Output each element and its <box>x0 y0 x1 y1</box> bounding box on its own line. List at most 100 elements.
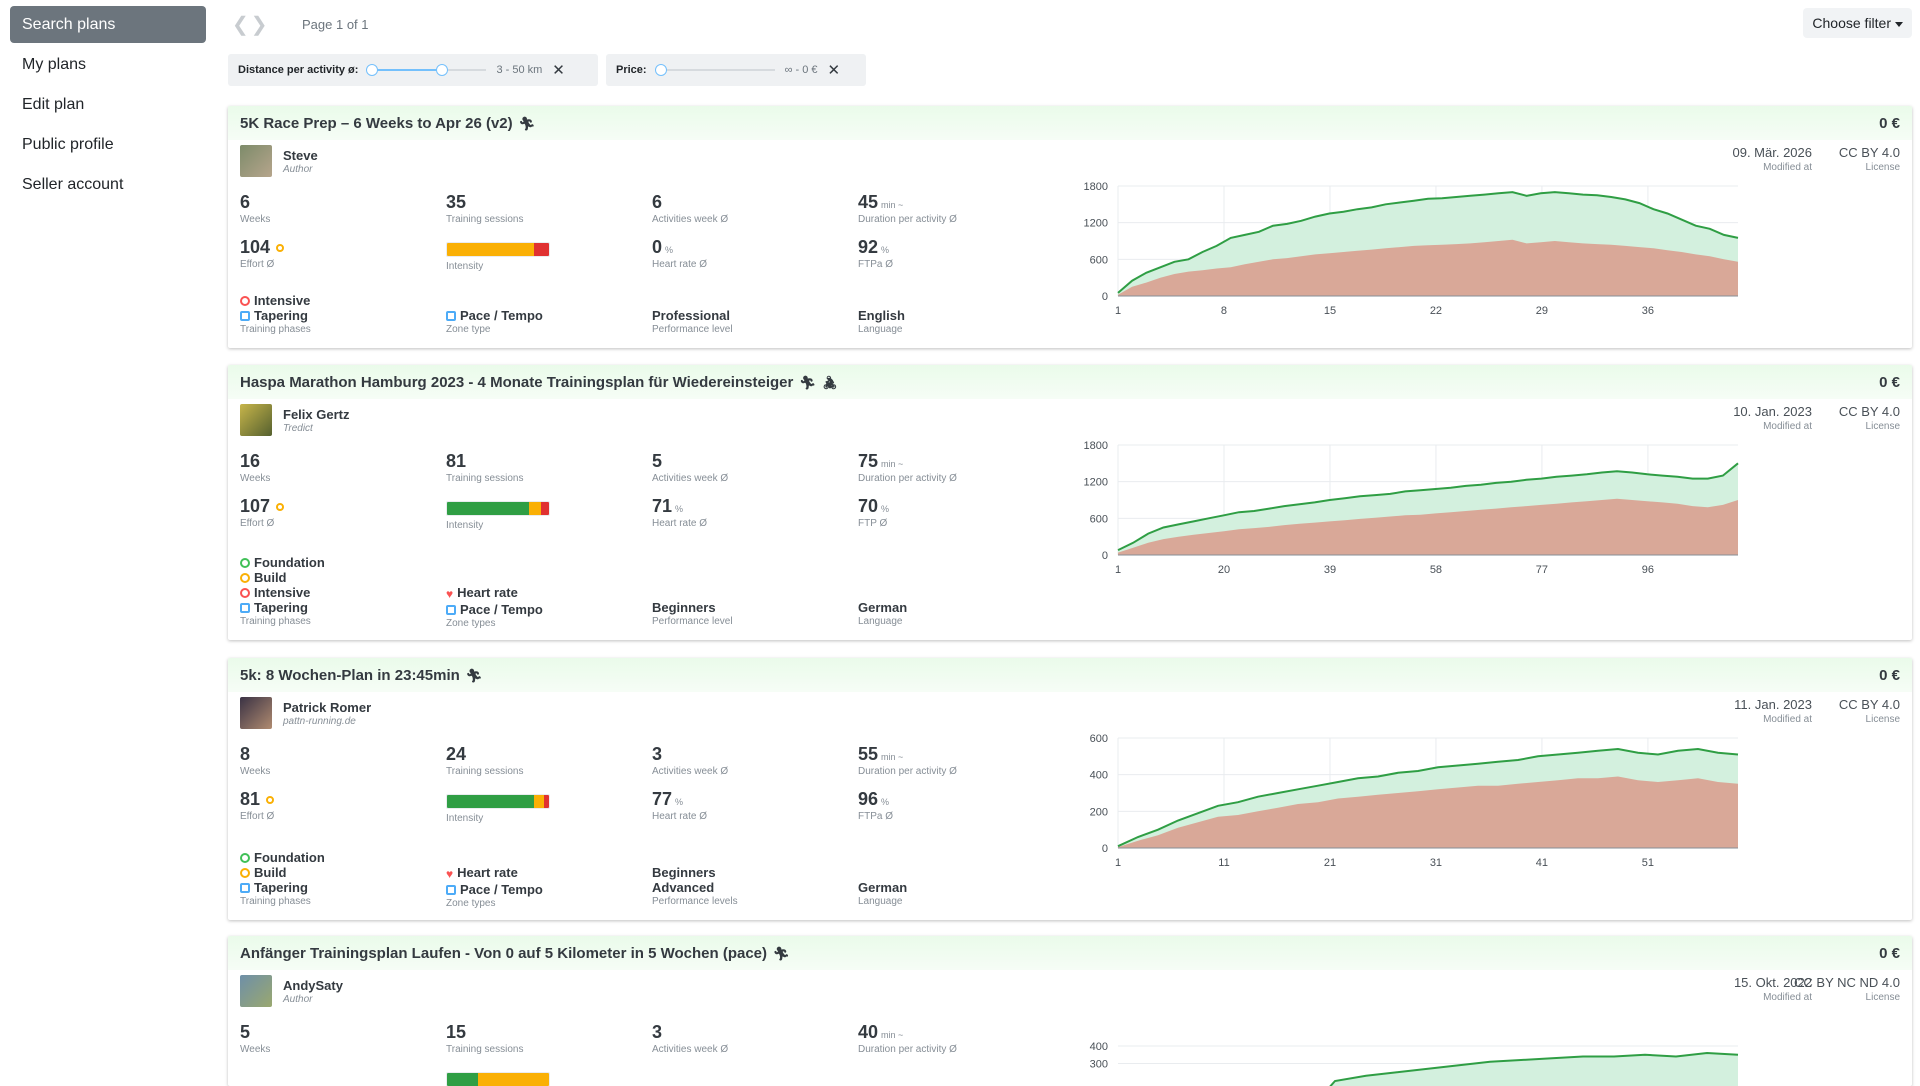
license-label: License <box>1865 421 1900 432</box>
license-label: License <box>1865 162 1900 173</box>
found-icon <box>240 853 250 863</box>
sidebar-item-public-profile[interactable]: Public profile <box>22 136 114 153</box>
plan-title[interactable]: Anfänger Trainingsplan Laufen - Von 0 au… <box>240 945 790 962</box>
modified-value: 10. Jan. 2023 <box>1733 404 1812 419</box>
sidebar-item-edit-plan[interactable]: Edit plan <box>22 96 85 113</box>
stat-activities-week: 5 Activities week Ø <box>652 451 728 484</box>
slider-min-handle[interactable] <box>366 64 379 76</box>
close-icon[interactable]: ✕ <box>827 62 841 79</box>
x-tick-label: 96 <box>1642 564 1654 576</box>
zone-types-text: Heart rate <box>457 865 518 880</box>
distance-filter-chip: Distance per activity ø: 3 - 50 km ✕ <box>228 54 598 86</box>
stat-label: Training sessions <box>446 766 524 777</box>
stat-sessions: 81 Training sessions <box>446 451 523 484</box>
progression-chart[interactable]: 300 400 <box>1068 1034 1768 1086</box>
plan-title[interactable]: Haspa Marathon Hamburg 2023 - 4 Monate T… <box>240 374 838 391</box>
plan-price: 0 € <box>1879 115 1900 132</box>
y-tick-label: 0 <box>1102 550 1108 562</box>
slider-max-handle[interactable] <box>436 64 449 76</box>
stat-label: FTPa Ø <box>858 811 894 822</box>
y-tick-label: 1800 <box>1084 440 1108 452</box>
cycling-icon: 🚴︎ <box>821 375 839 390</box>
x-tick-label: 20 <box>1218 564 1230 576</box>
zone-types-label: Zone type <box>446 324 491 335</box>
x-tick-label: 41 <box>1536 857 1548 869</box>
plan-title[interactable]: 5K Race Prep – 6 Weeks to Apr 26 (v2) 🏃︎ <box>240 115 535 132</box>
fatigue-area <box>1118 776 1738 848</box>
plan-card[interactable]: Anfänger Trainingsplan Laufen - Von 0 au… <box>228 936 1912 1086</box>
stat-effort: 107 Effort Ø <box>240 496 285 529</box>
fitness-line <box>1117 191 1739 294</box>
stat-label: Weeks <box>240 214 271 225</box>
plan-card[interactable]: Haspa Marathon Hamburg 2023 - 4 Monate T… <box>228 365 1912 640</box>
performance-level-text: Advanced <box>652 880 715 895</box>
training-phases-item: Build <box>240 570 325 585</box>
training-phases-text: Intensive <box>254 293 311 308</box>
stat-label: Weeks <box>240 766 271 777</box>
author-name: AndySaty <box>283 978 343 993</box>
intensity-segment <box>528 502 541 515</box>
x-tick-label: 31 <box>1430 857 1442 869</box>
stat-value: 5 <box>240 1022 251 1042</box>
training-phases: Foundation Build Intensive Tapering Training… <box>240 555 325 627</box>
stat-label: Effort Ø <box>240 518 275 529</box>
taper-icon <box>240 883 250 893</box>
choose-filter-button[interactable]: Choose filter <box>1803 8 1912 38</box>
choose-filter-label: Choose filter <box>1812 15 1891 31</box>
plan-card[interactable]: 5k: 8 Wochen-Plan in 23:45min 🏃︎ 0 € Patr… <box>228 658 1912 920</box>
close-icon[interactable]: ✕ <box>552 62 565 79</box>
stat-unit: min ~ <box>881 1030 904 1040</box>
performance-level-item: Beginners <box>652 865 738 880</box>
distance-slider[interactable] <box>366 64 487 76</box>
x-tick-label: 1 <box>1115 564 1121 576</box>
author-subtitle: Author <box>283 164 313 175</box>
running-icon: 🏃︎ <box>799 375 816 390</box>
build-icon <box>240 868 250 878</box>
y-tick-label: 400 <box>1090 770 1108 782</box>
license-value: CC BY 4.0 <box>1838 697 1900 712</box>
sidebar-item-my-plans[interactable]: My plans <box>22 56 87 73</box>
language-text: German <box>858 600 908 615</box>
stat-unit: % <box>881 504 890 514</box>
price-filter-value: ∞ - 0 € <box>784 64 818 76</box>
sidebar-item-search-plans[interactable]: Search plans <box>10 6 206 43</box>
plan-title[interactable]: 5k: 8 Wochen-Plan in 23:45min 🏃︎ <box>240 667 482 684</box>
stat-value: 55 <box>858 744 879 764</box>
stat-label: Activities week Ø <box>652 1044 729 1055</box>
avatar <box>240 404 272 436</box>
stat-unit: % <box>881 245 890 255</box>
slider-handle[interactable] <box>654 64 667 76</box>
language-item: German <box>858 880 907 895</box>
stat-unit: % <box>665 245 674 255</box>
chevron-left-icon[interactable]: ❮ <box>232 14 251 36</box>
zone-types-item: ♥ Heart rate <box>446 585 543 602</box>
x-tick-label: 36 <box>1642 305 1654 317</box>
stat-unit: % <box>881 797 890 807</box>
fitness-line <box>1329 1051 1739 1086</box>
modified-label: Modified at <box>1763 992 1812 1003</box>
y-tick-label: 600 <box>1090 513 1108 525</box>
sidebar-item-seller-account[interactable]: Seller account <box>22 176 124 193</box>
stat-activities-week: 6 Activities week Ø <box>652 192 728 225</box>
stat-label: Activities week Ø <box>652 766 729 777</box>
plan-card[interactable]: 5K Race Prep – 6 Weeks to Apr 26 (v2) 🏃︎ … <box>228 106 1912 348</box>
author-name: Felix Gertz <box>283 407 350 422</box>
price-slider[interactable] <box>654 64 775 76</box>
training-phases-label: Training phases <box>240 896 311 907</box>
author-subtitle: pattn-running.de <box>283 716 356 727</box>
stat-label: Heart rate Ø <box>652 811 708 822</box>
heart-icon: ♥ <box>446 867 454 881</box>
stat-value: 8 <box>240 744 251 764</box>
performance-level-item: Beginners <box>652 600 733 615</box>
chevron-right-icon[interactable]: ❯ <box>250 14 270 36</box>
stat-value: 70 <box>858 496 879 516</box>
y-tick-label: 0 <box>1102 291 1108 303</box>
language-label: Language <box>858 896 903 907</box>
training-phases-text: Build <box>254 865 287 880</box>
progression-chart[interactable]: 0 600 1200 1800 1 8 15 22 29 36 <box>1068 174 1768 324</box>
stat-label: Effort Ø <box>240 811 275 822</box>
modified-date: 10. Jan. 2023 Modified at <box>1733 404 1812 432</box>
zone-types-label: Zone types <box>446 618 496 629</box>
progression-chart[interactable]: 0 600 1200 1800 1 20 39 58 77 96 <box>1068 433 1768 583</box>
